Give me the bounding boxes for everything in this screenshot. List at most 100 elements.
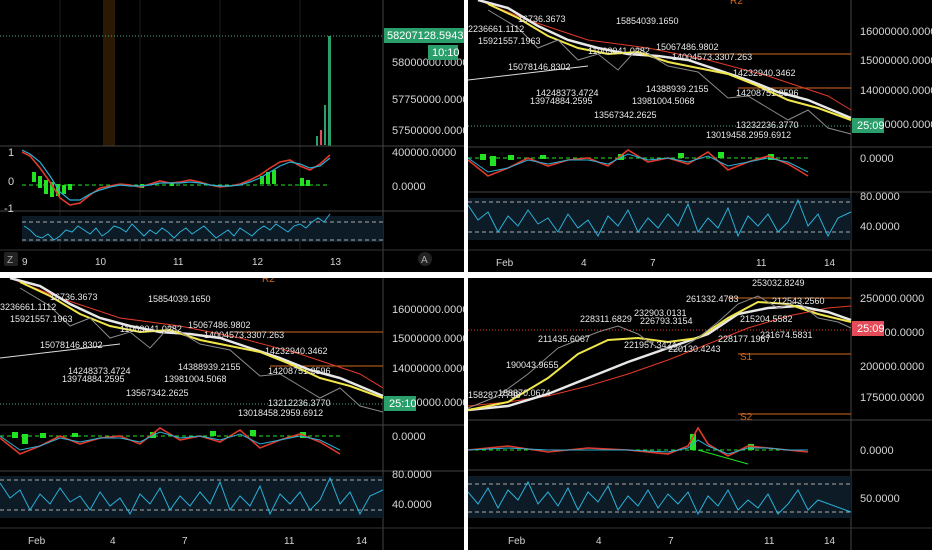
macd-line [468, 426, 809, 457]
annotation: 212543.2560 [772, 296, 825, 306]
stoch-axis-label: 40.0000 [392, 499, 432, 511]
annotation: 220130.4243 [668, 344, 721, 354]
pivot-label: R2 [262, 278, 275, 285]
macd-line [0, 427, 341, 455]
stoch-axis-label: 80.0000 [392, 469, 432, 481]
annotation: 3236661.1112 [0, 302, 56, 312]
time-axis-label: Feb [496, 258, 514, 269]
annotation: 13974884.2595 [62, 374, 125, 384]
macd-axis-label: 400000.0000 [392, 147, 456, 159]
signal-line [468, 153, 809, 173]
annotation: 253032.8249 [752, 278, 805, 288]
annotation: 16736.3673 [518, 14, 566, 24]
current-price-value: 58207128.5943 [387, 30, 463, 42]
divergence-line [697, 449, 749, 465]
time-axis-label: 7 [668, 536, 674, 547]
chart-canvas-bottom-right[interactable]: 253032.8249 261332.4783 212543.2560 2283… [468, 278, 932, 550]
annotation: 14232940.3462 [265, 346, 328, 356]
price-axis-label: 16000000.0000 [392, 304, 464, 316]
price-candles [316, 36, 331, 146]
chart-canvas-top-left[interactable]: 58000000.0000 57750000.0000 57500000.000… [0, 0, 464, 272]
stoch-band [22, 216, 383, 242]
annotation: 226793.3154 [640, 316, 693, 326]
annotation: 15067486.9802 [656, 42, 719, 52]
price-axis-label: 57500000.0000 [392, 125, 464, 137]
stoch-axis-label: 40.0000 [860, 221, 900, 233]
ma-white [468, 304, 852, 412]
countdown-value: 10:10 [432, 47, 460, 59]
annotation: 13981004.5068 [164, 374, 227, 384]
time-axis-label: 11 [764, 536, 775, 547]
annotation: 232903.0131 [634, 308, 687, 318]
annotation: 13981004.5068 [632, 96, 695, 106]
annotation: 15854039.1650 [148, 294, 211, 304]
annotation: 158287.7798 [468, 390, 521, 400]
stoch-line [23, 213, 331, 241]
macd-axis-label: 0.0000 [860, 445, 894, 457]
stoch-axis-label: 80.0000 [860, 191, 900, 203]
chart-panel-bottom-right[interactable]: 253032.8249 261332.4783 212543.2560 2283… [468, 278, 932, 550]
countdown-value: 25:09 [857, 120, 885, 132]
ma-white [477, 0, 852, 120]
zoom-icon[interactable] [4, 252, 18, 266]
annotation: 11003041.0282 [588, 46, 650, 56]
left-scale-label: 1 [8, 147, 14, 159]
time-axis-label: 4 [110, 536, 116, 547]
time-axis-label: 4 [581, 258, 587, 269]
price-annotations: 16736.3673 15854039.1650 2236661.1112 15… [468, 14, 799, 140]
price-axis-label: 14000000.0000 [860, 85, 932, 97]
annotation: 15078146.8302 [508, 62, 571, 72]
macd-line [468, 149, 809, 177]
left-scale-label: -1 [4, 203, 14, 215]
time-highlight-band [103, 0, 115, 146]
countdown-value: 25:09 [857, 323, 885, 335]
pivot-label: S2 [740, 412, 753, 423]
stoch-line [0, 476, 384, 516]
time-axis-label: 11 [284, 536, 295, 547]
annotation: 228311.6829 [580, 314, 632, 324]
annotation: 221957.3424 [624, 340, 677, 350]
time-axis-label: 11 [756, 258, 767, 269]
stoch-band [468, 476, 851, 518]
price-annotations: 16736.3673 15854039.1650 3236661.1112 15… [0, 292, 331, 418]
stoch-axis-label: 50.0000 [860, 493, 900, 505]
chart-panel-top-left[interactable]: 58000000.0000 57750000.0000 57500000.000… [0, 0, 464, 272]
ma-red [9, 278, 384, 389]
annotation: 231674.5831 [760, 330, 813, 340]
annotation: 188870.0674 [498, 388, 551, 398]
time-axis-label: 14 [356, 536, 368, 547]
countdown-tag [428, 45, 458, 60]
chart-panel-top-right[interactable]: 16736.3673 15854039.1650 2236661.1112 15… [468, 0, 932, 272]
annotation: 211435.6067 [538, 334, 590, 344]
chart-canvas-top-right[interactable]: 16736.3673 15854039.1650 2236661.1112 15… [468, 0, 932, 272]
stoch-line [468, 480, 852, 516]
annotation: 15078146.8302 [40, 340, 103, 350]
time-axis-label: 4 [596, 536, 602, 547]
price-axis-label: 16000000.0000 [860, 26, 932, 38]
chart-canvas-bottom-left[interactable]: 16736.3673 15854039.1650 3236661.1112 15… [0, 278, 464, 550]
annotation: 13019458.2959.6912 [706, 130, 791, 140]
countdown-tag [852, 321, 884, 336]
price-annotations: 253032.8249 261332.4783 212543.2560 2283… [468, 278, 825, 400]
auto-scale-icon[interactable] [418, 252, 432, 266]
annotation: 13212236.3770 [268, 398, 331, 408]
annotation: 215204.5582 [740, 314, 793, 324]
annotation: 13018458.2959.6912 [238, 408, 323, 418]
macd-axis-label: 0.0000 [392, 431, 426, 443]
annotation: 14248373.4724 [536, 88, 599, 98]
price-axis-label: 57750000.0000 [392, 94, 464, 106]
price-axis-label: 14000000.0000 [392, 363, 464, 375]
annotation: 15921557.1963 [478, 36, 541, 46]
time-axis-label: 12 [252, 257, 264, 268]
countdown-tag [384, 396, 416, 411]
countdown-value: 25:10 [389, 398, 417, 410]
annotation: 15921557.1963 [10, 314, 73, 324]
signal-line [468, 439, 808, 455]
price-axis-label: 15000000.0000 [392, 333, 464, 345]
annotation: 2236661.1112 [468, 24, 524, 34]
annotation: 14232940.3462 [733, 68, 796, 78]
trend-line [468, 65, 589, 81]
annotation: 14208751.2596 [268, 366, 331, 376]
chart-panel-bottom-left[interactable]: 16736.3673 15854039.1650 3236661.1112 15… [0, 278, 464, 550]
time-axis-label: 14 [824, 258, 836, 269]
